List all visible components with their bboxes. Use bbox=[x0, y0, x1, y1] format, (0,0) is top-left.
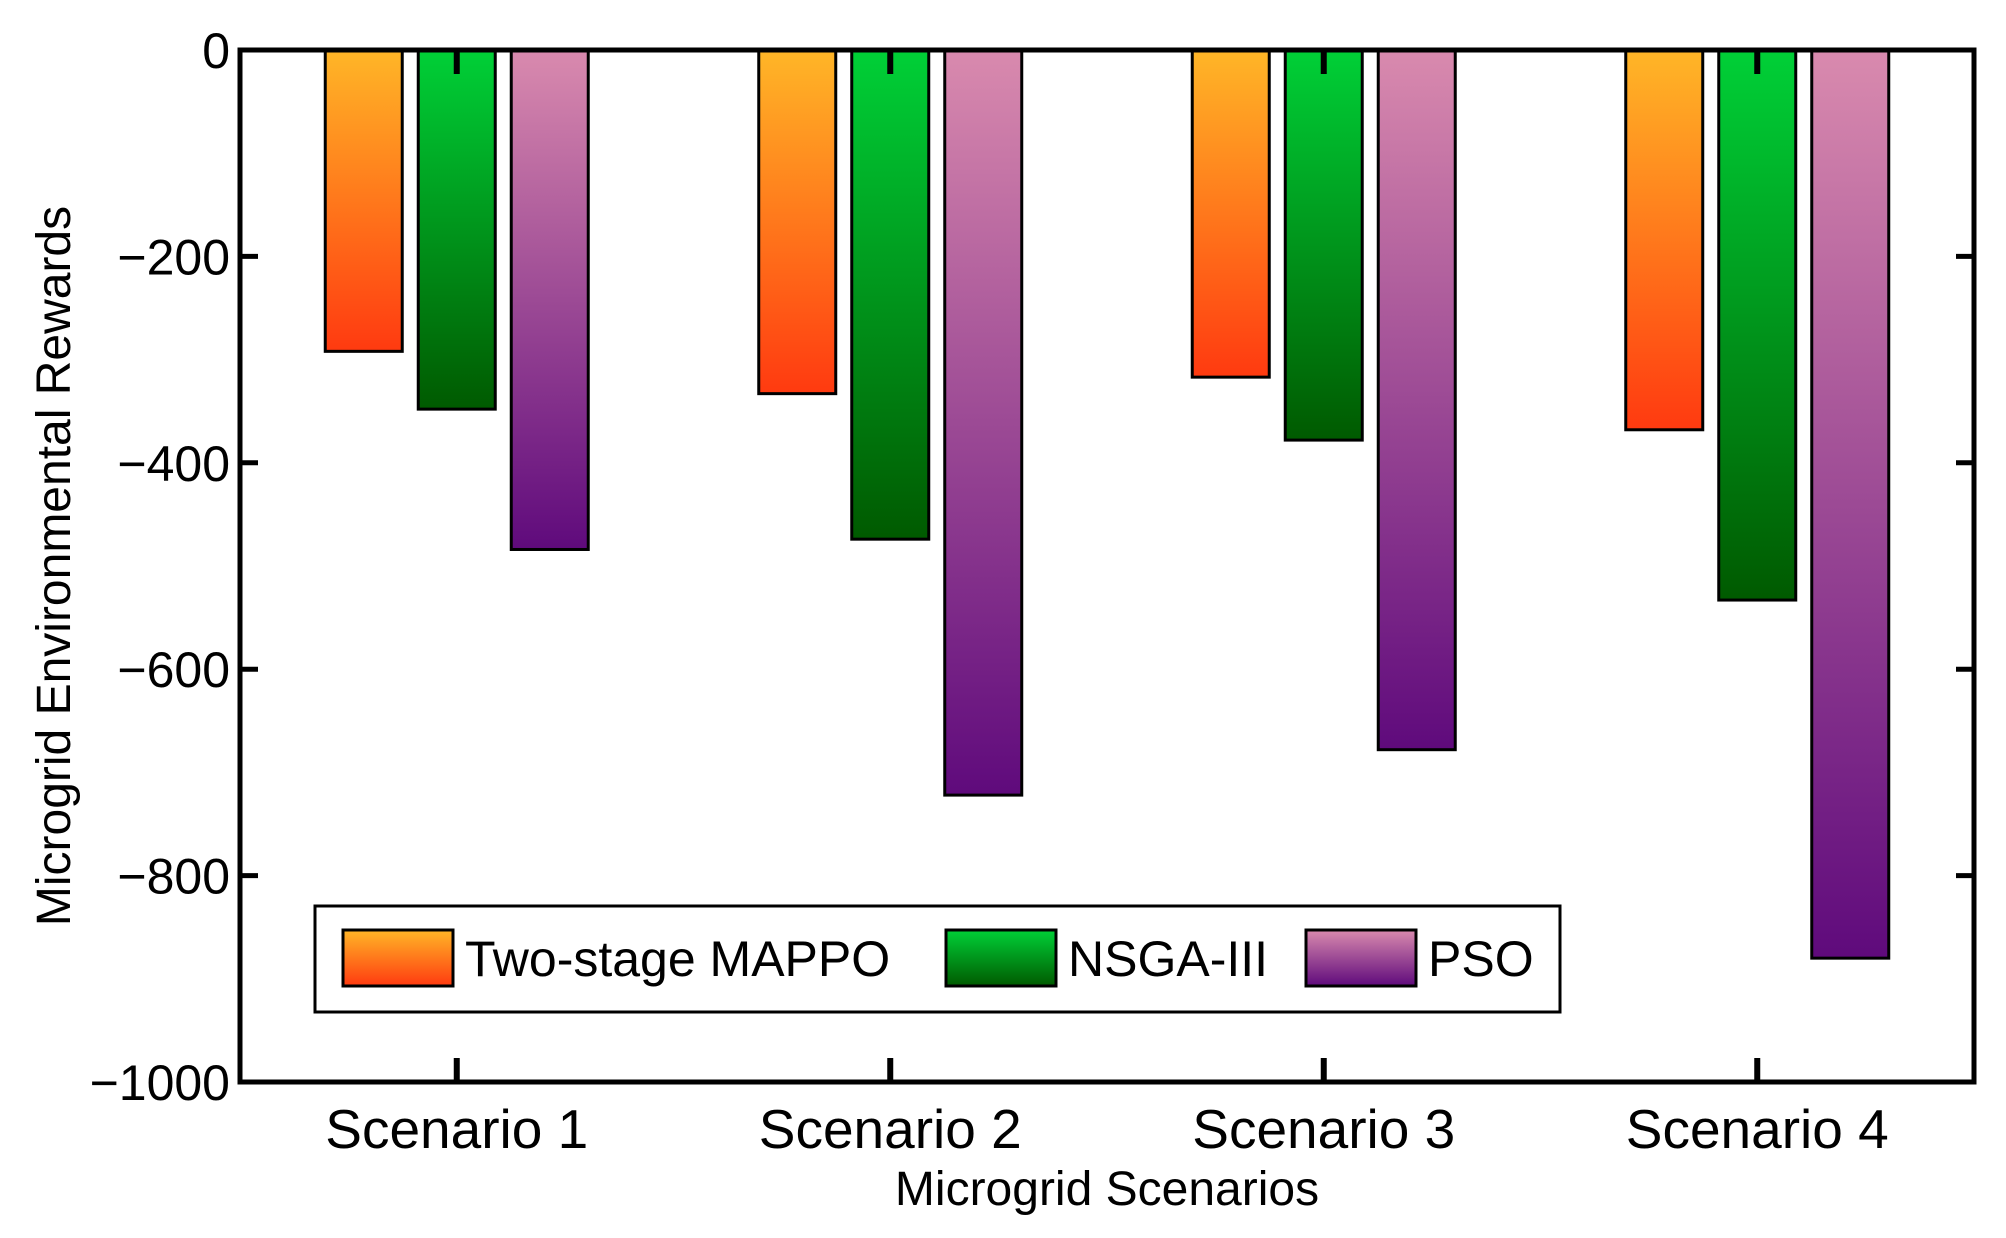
bar-nsga-iii-scenario-3 bbox=[1283, 48, 1364, 442]
legend-label-pso: PSO bbox=[1428, 931, 1534, 987]
legend-label-two-stage-mappo: Two-stage MAPPO bbox=[465, 931, 890, 987]
bar-nsga-iii-scenario-1 bbox=[416, 48, 497, 411]
x-tick-label: Scenario 1 bbox=[325, 1098, 588, 1160]
bar-nsga-iii-scenario-2 bbox=[850, 48, 931, 541]
bar-pso-scenario-3 bbox=[1376, 48, 1457, 752]
x-tick-labels: Scenario 1 Scenario 2 Scenario 3 Scenario 4 bbox=[325, 1098, 1888, 1160]
bar-two-stage-mappo-scenario-1 bbox=[323, 48, 404, 353]
legend-swatch-two-stage-mappo bbox=[341, 928, 455, 988]
legend-swatch-pso bbox=[1304, 928, 1418, 988]
legend-label-nsga-iii: NSGA-III bbox=[1068, 931, 1268, 987]
bar-two-stage-mappo-scenario-3 bbox=[1190, 48, 1271, 379]
x-tick-label: Scenario 2 bbox=[759, 1098, 1022, 1160]
x-tick-label: Scenario 3 bbox=[1192, 1098, 1455, 1160]
y-axis-title: Microgrid Environmental Rewards bbox=[28, 206, 81, 926]
bar-pso-scenario-4 bbox=[1810, 48, 1891, 960]
y-tick-label: −800 bbox=[117, 849, 230, 905]
bar-two-stage-mappo-scenario-2 bbox=[757, 48, 838, 396]
y-tick-label: 0 bbox=[202, 23, 230, 79]
bars-layer bbox=[323, 48, 1891, 960]
bar-nsga-iii-scenario-4 bbox=[1717, 48, 1798, 602]
y-tick-label: −600 bbox=[117, 642, 230, 698]
x-tick-label: Scenario 4 bbox=[1626, 1098, 1889, 1160]
bar-two-stage-mappo-scenario-4 bbox=[1624, 48, 1705, 432]
y-tick-label: −200 bbox=[117, 229, 230, 285]
y-tick-labels: 0 −200 −400 −600 −800 −1000 bbox=[90, 23, 230, 1111]
legend: Two-stage MAPPO NSGA-III PSO bbox=[313, 904, 1562, 1014]
legend-swatch-nsga-iii bbox=[944, 928, 1058, 988]
y-tick-label: −1000 bbox=[90, 1055, 230, 1111]
y-tick-label: −400 bbox=[117, 436, 230, 492]
plot-frame bbox=[237, 47, 1977, 1085]
bar-pso-scenario-2 bbox=[943, 48, 1024, 797]
x-axis-title: Microgrid Scenarios bbox=[895, 1163, 1319, 1216]
bar-pso-scenario-1 bbox=[509, 48, 590, 551]
